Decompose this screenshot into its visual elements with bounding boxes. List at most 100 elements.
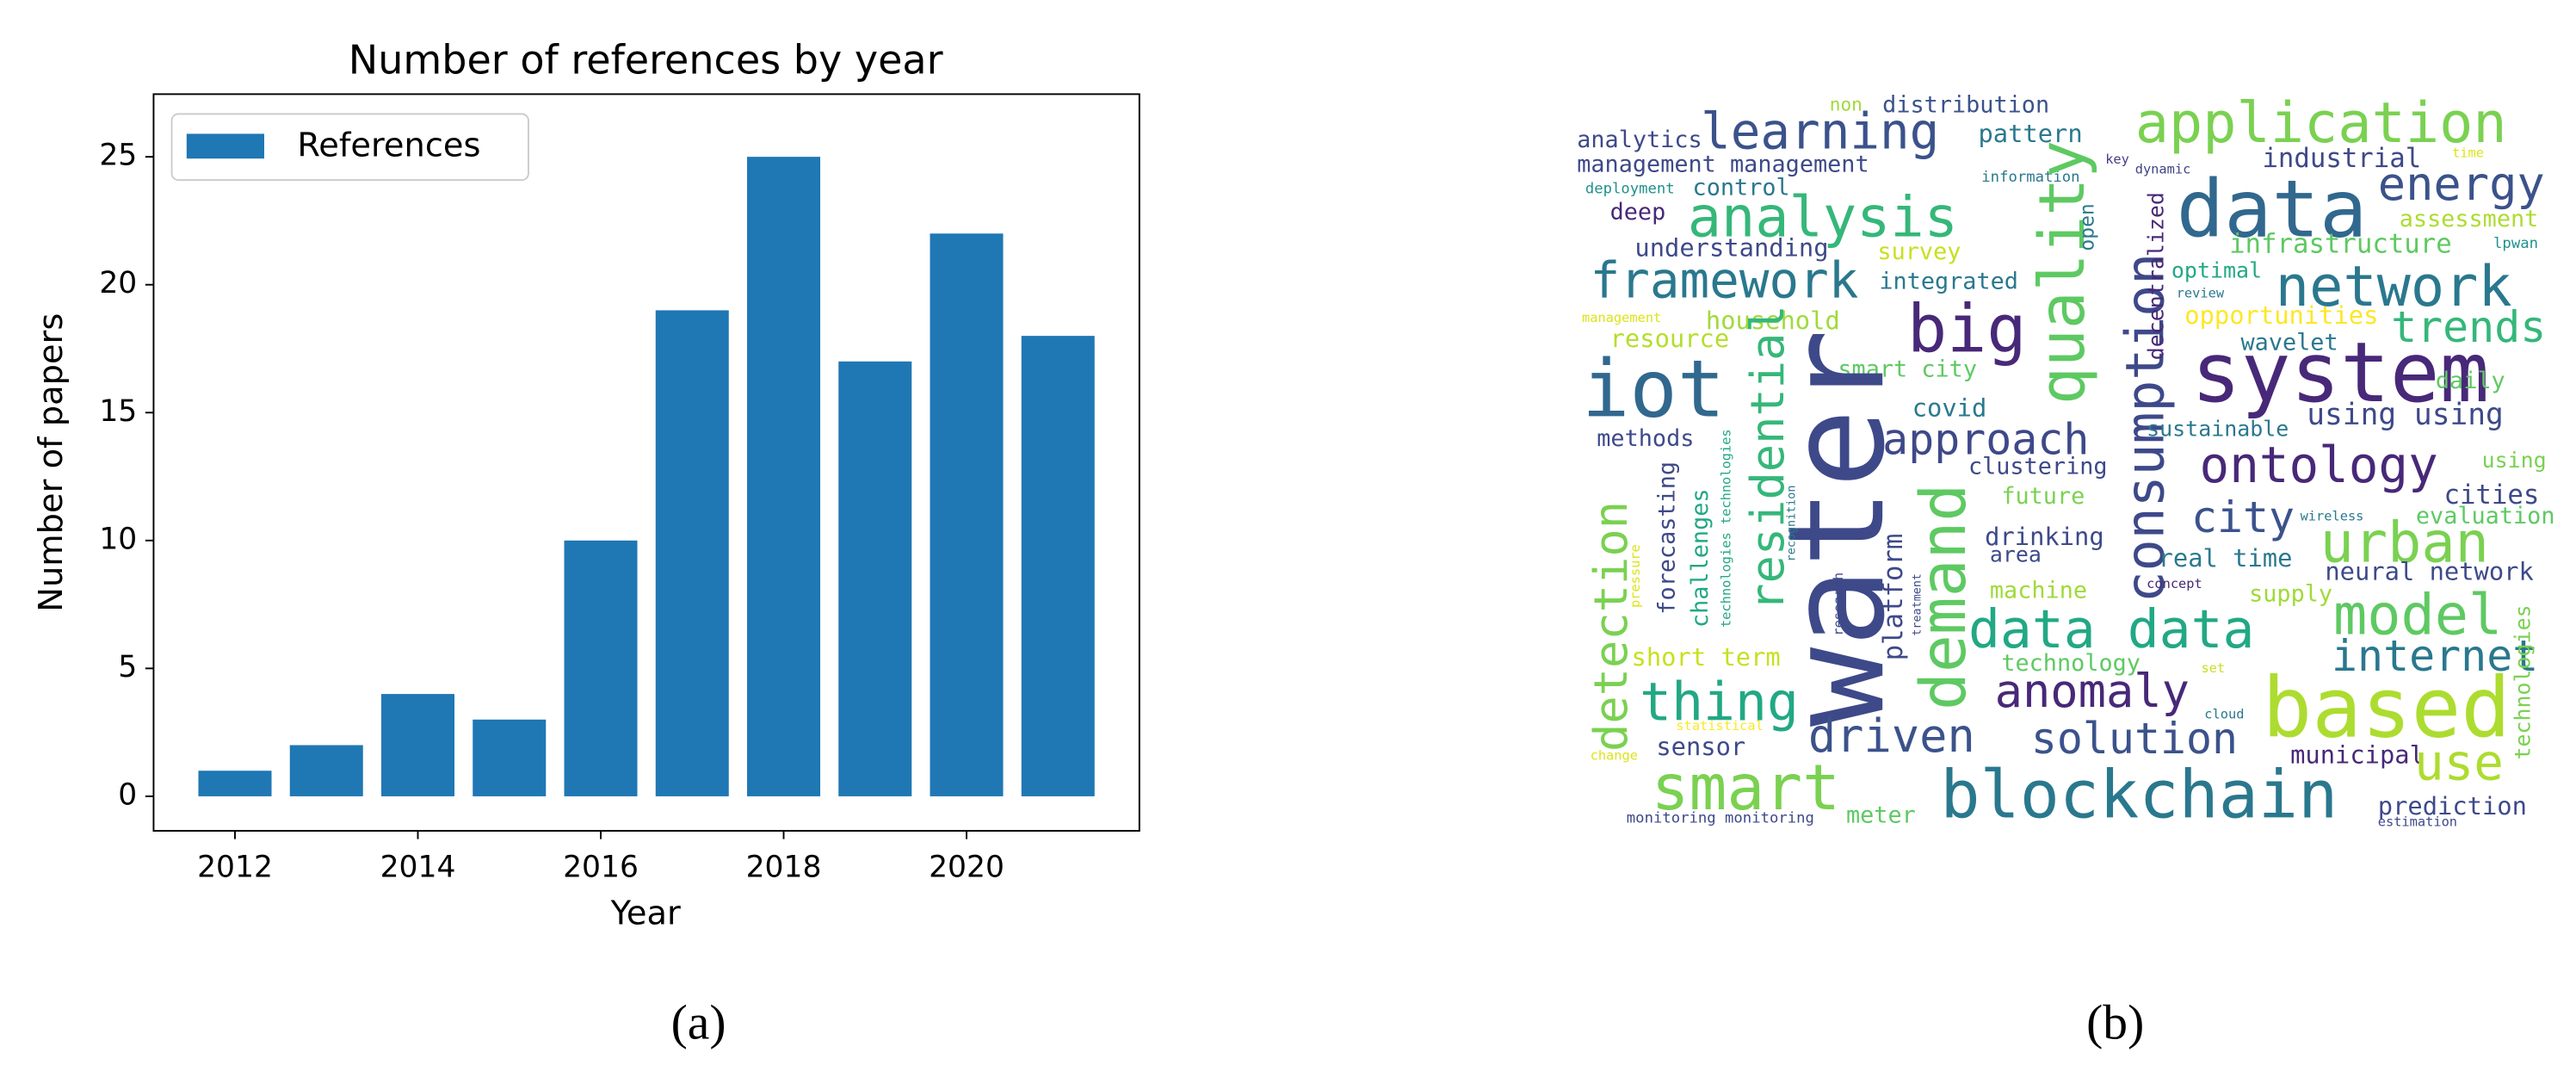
word: approach: [1882, 415, 2089, 465]
word: technology: [2001, 650, 2140, 677]
word: framework: [1591, 251, 1859, 309]
word: supply: [2249, 580, 2332, 607]
word: anomaly: [1995, 664, 2190, 718]
word: system: [2191, 325, 2489, 421]
word: cloud: [2204, 707, 2244, 722]
word: open: [2077, 203, 2099, 251]
x-tick-label: 2012: [197, 851, 273, 885]
x-tick-label: 2016: [563, 851, 639, 885]
word: monitoring monitoring: [1627, 809, 1814, 826]
x-tick-label: 2014: [380, 851, 456, 885]
word: pattern: [1978, 119, 2082, 148]
word: distribution: [1882, 91, 2049, 118]
word: dynamic: [2135, 161, 2191, 176]
word: evaluation: [2416, 503, 2555, 529]
word: change: [1591, 748, 1638, 764]
y-tick-label: 10: [99, 522, 137, 556]
word: deployment: [1585, 180, 1675, 197]
word: municipal: [2290, 740, 2425, 769]
word: recognition: [1786, 486, 1799, 562]
legend-swatch: [186, 133, 264, 159]
bar: [289, 745, 363, 796]
word: wavelet: [2241, 330, 2338, 356]
word: city: [2191, 492, 2295, 542]
word: model: [2333, 583, 2502, 648]
word: assessment: [2400, 206, 2539, 232]
word: clustering: [1968, 454, 2108, 480]
word: thing: [1640, 672, 1799, 733]
word: deep: [1610, 199, 1666, 226]
bar: [1021, 336, 1095, 796]
y-tick-label: 15: [99, 394, 137, 429]
word: challenges: [1687, 488, 1714, 628]
word: network: [2276, 254, 2512, 319]
word: lpwan: [2493, 235, 2538, 252]
bar: [473, 719, 547, 796]
bar: [655, 310, 729, 796]
word: survey: [1877, 238, 1961, 265]
caption: (a): [671, 996, 726, 1050]
word: forecasting: [1653, 461, 1680, 615]
word: use: [2414, 734, 2504, 792]
word: time: [2452, 145, 2484, 160]
word: household: [1706, 306, 1840, 335]
y-tick-label: 25: [99, 139, 137, 173]
word: management management: [1577, 152, 1869, 178]
word: treatment: [1911, 573, 1924, 636]
word: review: [2177, 285, 2225, 300]
word: analytics: [1577, 127, 1702, 153]
word: covid: [1912, 393, 1987, 422]
word: key: [2105, 152, 2129, 167]
word: opportunities: [2184, 300, 2378, 330]
word: residential: [1740, 305, 1795, 611]
word: demand: [1907, 484, 1980, 710]
word: infrastructure: [2229, 230, 2452, 260]
word: smart: [1652, 752, 1840, 825]
word: internet: [2332, 631, 2538, 681]
x-tick-label: 2018: [746, 851, 822, 885]
bar: [838, 361, 912, 796]
word: smart city: [1838, 356, 1977, 382]
word: sensor: [1656, 732, 1745, 761]
word: industrial: [2262, 144, 2421, 174]
legend-box: [170, 113, 529, 182]
word: iot: [1582, 343, 1725, 435]
word: detection: [1584, 501, 1638, 752]
word: learning: [1701, 103, 1939, 161]
word: statistical: [1676, 718, 1764, 734]
word: information: [1981, 169, 2079, 186]
bar: [564, 540, 638, 796]
word: control: [1693, 174, 1790, 201]
word: based: [2262, 660, 2511, 757]
word: drinking: [1985, 522, 2104, 551]
word: consumption: [2115, 253, 2176, 603]
bar: [747, 157, 821, 796]
word: set: [2201, 660, 2225, 676]
bar: [381, 694, 455, 796]
caption: (b): [2086, 996, 2144, 1050]
word: solution: [2031, 714, 2238, 764]
word: real time: [2159, 543, 2293, 573]
word: optimal: [2171, 257, 2262, 282]
word: quality: [2026, 140, 2099, 405]
word: ontology: [2200, 436, 2438, 494]
word: short term: [1632, 642, 1781, 672]
word: pressure: [1628, 544, 1643, 608]
word: resource: [1610, 324, 1730, 353]
word: area: [1990, 542, 2042, 566]
word: driven: [1808, 709, 1975, 763]
word: using: [2482, 448, 2547, 473]
word: technologies technologies: [1719, 429, 1734, 628]
word: data: [2177, 163, 2368, 255]
word: estimation: [2378, 814, 2457, 829]
legend-label: References: [297, 126, 480, 164]
word: energy: [2378, 157, 2545, 211]
word: decentralized: [2143, 192, 2168, 360]
word: future: [2001, 483, 2085, 510]
word: trends: [2391, 302, 2546, 352]
word: management: [1582, 310, 1661, 325]
chart-title: Number of references by year: [349, 36, 943, 83]
word: prediction: [2378, 791, 2527, 820]
